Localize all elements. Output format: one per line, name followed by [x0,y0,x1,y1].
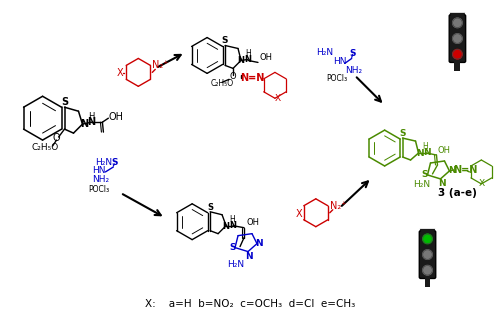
Text: N=N: N=N [240,73,264,83]
Text: 3 (a-e): 3 (a-e) [438,188,477,198]
FancyBboxPatch shape [449,15,466,63]
Text: N: N [238,56,244,65]
Text: N: N [422,148,430,156]
Circle shape [452,34,462,43]
Text: H: H [245,49,251,58]
Text: OH: OH [438,146,450,155]
Text: H: H [229,215,235,224]
Text: N: N [244,55,252,64]
Polygon shape [454,61,460,71]
Text: N: N [416,149,424,157]
Text: O: O [52,133,60,143]
Text: N: N [88,117,96,127]
Text: POCl₃: POCl₃ [88,185,110,194]
Text: C₂H₅O: C₂H₅O [32,143,59,152]
Polygon shape [450,44,465,49]
Text: X: X [116,68,123,78]
Text: N₂⁺: N₂⁺ [330,201,346,211]
Text: POCl₃: POCl₃ [326,74,347,83]
Text: N: N [245,252,253,261]
Circle shape [422,234,432,244]
Text: S: S [207,203,213,212]
Text: H₂N: H₂N [413,180,430,189]
Text: N: N [222,222,230,231]
Text: X:    a=H  b=NO₂  c=OCH₃  d=Cl  e=CH₃: X: a=H b=NO₂ c=OCH₃ d=Cl e=CH₃ [145,299,355,309]
Text: H₂N: H₂N [228,260,244,269]
Text: H: H [88,112,94,121]
Text: N: N [438,179,446,188]
Text: S: S [230,243,236,252]
Text: H₂N: H₂N [316,48,334,57]
Polygon shape [420,245,435,249]
Text: NH₂: NH₂ [92,175,110,185]
Text: OH: OH [260,53,273,62]
Text: N: N [80,119,88,129]
Text: C₂H₅O: C₂H₅O [210,79,234,88]
Text: HN: HN [333,57,346,66]
Text: S: S [422,170,428,179]
Text: OH: OH [108,112,124,122]
Text: N: N [448,167,456,175]
Polygon shape [420,229,435,234]
Circle shape [452,18,462,27]
Text: X: X [478,179,484,188]
Text: HN: HN [92,167,106,175]
Text: N₂⁺: N₂⁺ [152,60,169,70]
Polygon shape [420,260,435,265]
Circle shape [452,49,462,59]
Text: N=N: N=N [454,165,478,175]
FancyBboxPatch shape [420,231,436,278]
Text: H: H [422,142,428,150]
Text: N: N [230,221,236,230]
Polygon shape [450,28,465,33]
Text: X: X [275,94,281,103]
Text: NH₂: NH₂ [344,66,362,75]
Text: O: O [230,72,236,81]
Polygon shape [450,13,465,17]
Circle shape [422,265,432,275]
Circle shape [422,250,432,259]
Polygon shape [424,277,430,287]
Text: OH: OH [246,218,259,227]
Text: S: S [111,159,117,167]
Text: N: N [255,239,263,248]
Text: X: X [295,209,302,219]
Text: H₂N: H₂N [96,159,112,167]
Text: S: S [222,36,228,45]
Text: S: S [350,49,356,58]
Text: S: S [400,129,406,137]
Text: S: S [61,97,68,107]
